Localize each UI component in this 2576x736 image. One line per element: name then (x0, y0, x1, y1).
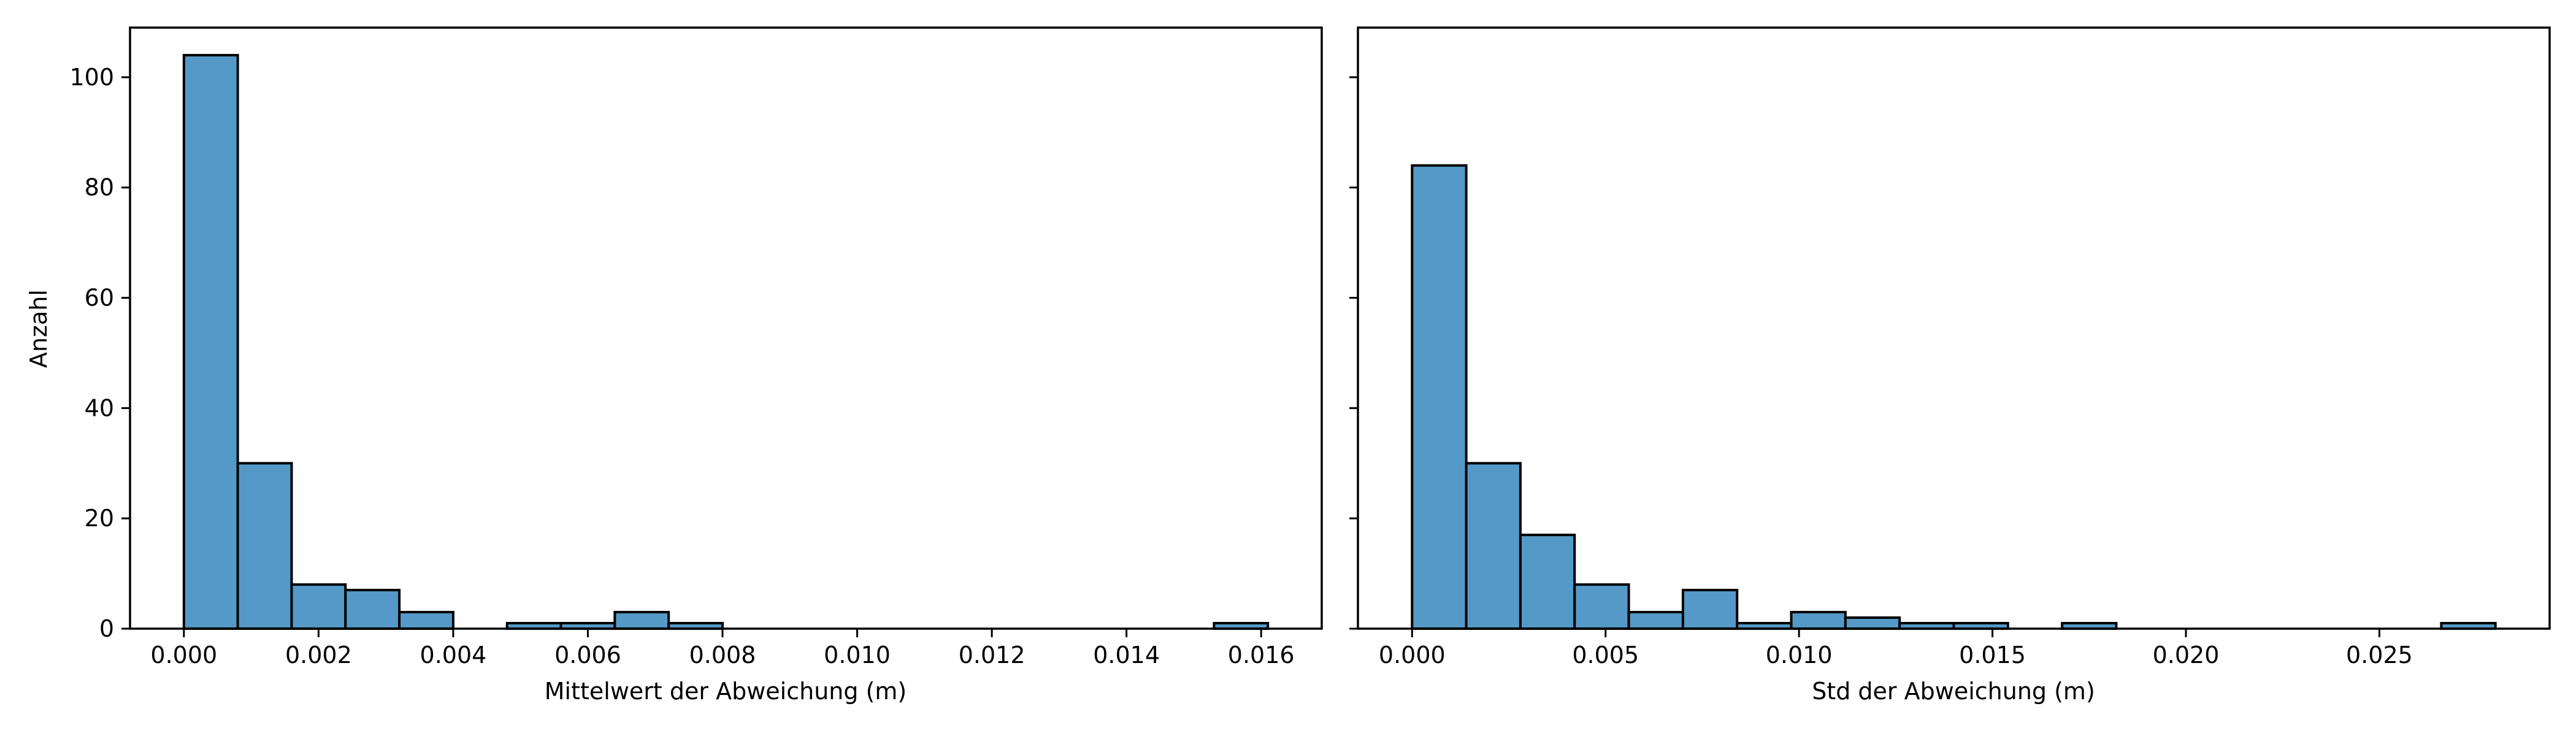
histogram-bar (1627, 611, 1684, 631)
histogram-bar (1465, 462, 1522, 630)
y-tick-label: 60 (85, 285, 114, 312)
x-tick-label: 0.016 (1228, 642, 1295, 669)
histogram-bar (1519, 534, 1576, 630)
y-tick-label: 40 (85, 394, 114, 421)
histogram-bar (182, 53, 239, 631)
histogram-bar (613, 611, 670, 631)
plot-frame (1357, 26, 2551, 630)
histogram-bar (1844, 616, 1901, 631)
histogram-bar (290, 583, 347, 630)
x-tick-label: 0.010 (824, 642, 891, 669)
x-tick-label: 0.012 (959, 642, 1025, 669)
x-tick-label: 0.004 (420, 642, 487, 669)
histogram-bar (1790, 611, 1847, 631)
x-tick-label: 0.005 (1572, 642, 1639, 669)
panel-std-deviation: 0.000 0.005 0.010 0.015 0.020 0.025 (1349, 26, 2551, 669)
histogram-bar (1573, 583, 1630, 630)
x-tick-label: 0.000 (1379, 642, 1446, 669)
histogram-bar (398, 611, 454, 631)
y-tick-label: 0 (99, 615, 114, 642)
x-tick-label: 0.002 (285, 642, 352, 669)
y-tick-label: 100 (69, 64, 114, 91)
x-tick-label: 0.000 (150, 642, 217, 669)
x-tick-label: 0.008 (689, 642, 756, 669)
x-tick-label: 0.010 (1766, 642, 1833, 669)
x-tick-label: 0.015 (1959, 642, 2026, 669)
histogram-bar (1681, 589, 1739, 630)
x-tick-label: 0.014 (1093, 642, 1160, 669)
plot-frame (129, 26, 1323, 630)
x-axis-label-mean: Mittelwert der Abweichung (m) (545, 678, 907, 705)
y-axis-label: Anzahl (25, 289, 52, 368)
panel-mean-deviation: 0.000 0.002 0.004 0.006 0.008 0.010 0.012 0.014… (69, 26, 1323, 669)
x-axis-label-std: Std der Abweichung (m) (1812, 678, 2095, 705)
y-tick-label: 80 (85, 174, 114, 201)
x-tick-label: 0.020 (2153, 642, 2220, 669)
histogram-bar (236, 462, 293, 630)
y-tick-label: 20 (85, 505, 114, 532)
histogram-bar (344, 589, 401, 630)
x-tick-label: 0.025 (2346, 642, 2413, 669)
histogram-bar (1411, 164, 1468, 630)
x-tick-label: 0.006 (554, 642, 621, 669)
